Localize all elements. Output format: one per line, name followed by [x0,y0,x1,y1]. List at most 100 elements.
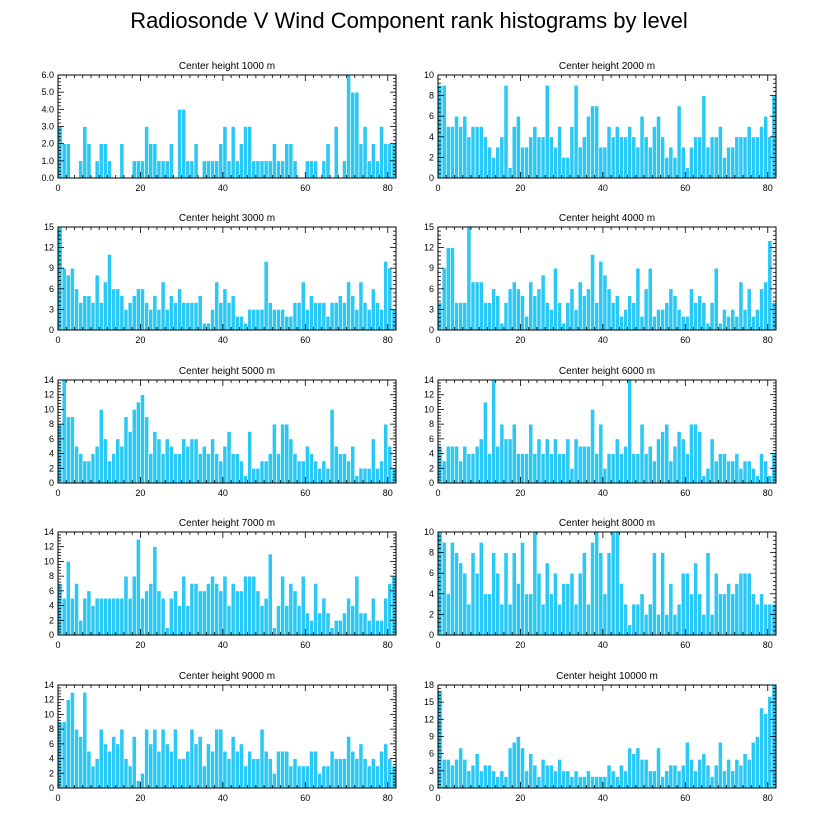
histogram-bar [548,136,554,179]
histogram-bar [730,309,736,331]
histogram-bar [206,160,211,179]
histogram-bar [267,758,273,789]
histogram-bar [346,74,351,179]
panel-title: Center height 8000 m [559,518,655,529]
histogram-bar [288,583,294,636]
histogram-bar [177,605,182,636]
histogram-bar [602,146,608,179]
histogram-bar [631,453,637,484]
histogram-bar [742,136,748,179]
histogram-bar [672,295,678,331]
histogram-bar [528,281,534,331]
x-tick-label: 40 [598,793,608,803]
histogram-bar [462,445,468,484]
y-tick-label: 18 [424,680,434,690]
x-tick-label: 40 [218,183,228,193]
y-tick-label: 0 [429,325,434,335]
histogram-bar [210,750,215,789]
histogram-bar [362,612,368,636]
panel-title: Center height 4000 m [559,213,655,224]
y-tick-label: 10 [44,404,54,414]
histogram-bar [750,136,756,179]
histogram-bar [544,302,550,331]
histogram-bar [577,572,583,636]
y-tick-label: 14 [424,375,434,385]
y-tick-label: 0 [49,325,54,335]
histogram-bar [86,590,92,636]
y-tick-label: 0 [49,478,54,488]
histogram-bar [292,758,298,789]
histogram-bar [107,597,112,636]
x-tick-label: 20 [135,640,145,650]
histogram-bar [115,288,121,331]
panel-frame [57,684,397,789]
histogram-bar [557,603,562,636]
histogram-bar [495,146,501,179]
histogram-bar [755,736,760,789]
histogram-bar [586,445,591,484]
histogram-bar [107,254,112,331]
histogram-bar [272,423,277,484]
histogram-bar [709,302,715,331]
y-tick-label: 9 [429,732,434,742]
histogram-bar [507,603,513,636]
histogram-bar [511,281,517,331]
histogram-bar [726,759,731,789]
x-tick-label: 0 [435,640,440,650]
histogram-bar [177,288,182,331]
histogram-bar [445,445,451,484]
histogram-bar [685,741,690,789]
histogram-bar [717,593,723,636]
histogram-bar [296,765,302,789]
histogram-bar [65,416,71,484]
histogram-bar [569,776,575,789]
histogram-bar [350,445,356,484]
x-tick-label: 0 [55,488,60,498]
histogram-bar [524,146,529,179]
histogram-bar [230,583,236,636]
histogram-bar [536,288,542,331]
histogram-bar [103,143,108,179]
histogram-bar [619,315,624,331]
histogram-bar [606,288,612,331]
histogram-bar [131,409,137,484]
y-tick-label: 3 [49,304,54,314]
histogram-bar [705,146,711,179]
histogram-bar [189,160,195,179]
histogram-bar [557,126,562,179]
histogram-bar [746,126,752,179]
histogram-bar [569,126,575,179]
histogram-bar [82,295,88,331]
histogram-bar [123,758,129,789]
x-tick-label: 80 [763,793,773,803]
histogram-bar [321,597,327,636]
panel-frame [437,531,777,636]
histogram-bar [259,309,265,331]
histogram-bar [586,603,591,636]
histogram-bar [693,136,698,179]
histogram-bar [746,460,752,484]
histogram-bar [243,322,248,331]
histogram-bar [111,597,117,636]
histogram-bar [255,309,261,331]
histogram-bar [553,770,558,789]
x-tick-label: 60 [300,335,310,345]
histogram-bar [450,445,455,484]
histogram-bar [450,247,455,331]
histogram-bar [181,438,187,484]
panel-frame [437,379,777,484]
histogram-bar [606,126,612,179]
histogram-bar [454,302,459,331]
histogram-bar [532,295,538,331]
histogram-bar [577,776,583,789]
histogram-bar [602,274,608,331]
histogram-bar [524,770,529,789]
histogram-bar [375,160,380,179]
histogram-bar [358,467,364,484]
histogram-bar [581,776,587,789]
y-tick-label: 10 [424,527,434,537]
histogram-bar [606,764,612,789]
histogram-bar [74,583,79,636]
x-tick-label: 60 [680,183,690,193]
histogram-bar [660,309,666,331]
